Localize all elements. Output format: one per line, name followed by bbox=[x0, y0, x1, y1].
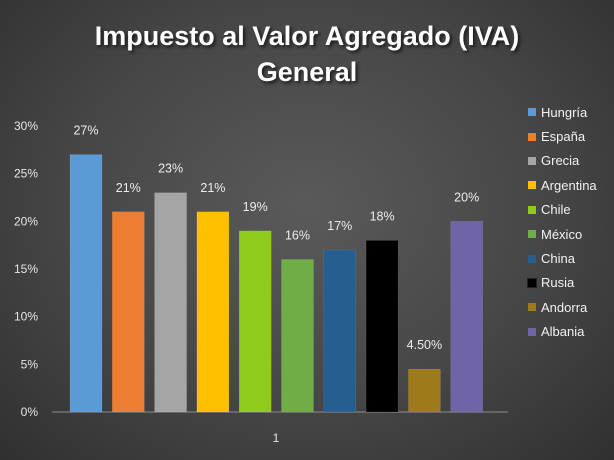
y-tick-label: 0% bbox=[21, 405, 39, 419]
chart-title-line-1: Impuesto al Valor Agregado (IVA) bbox=[94, 21, 520, 51]
legend-label: Andorra bbox=[541, 299, 588, 315]
legend-label: Chile bbox=[541, 202, 571, 218]
legend-item: Albania bbox=[528, 320, 614, 344]
chart-title-line-2: General bbox=[256, 57, 358, 87]
legend-swatch bbox=[528, 132, 536, 141]
legend-label: México bbox=[541, 226, 583, 242]
legend-swatch bbox=[528, 254, 536, 263]
data-label: 18% bbox=[370, 209, 395, 223]
legend-swatch bbox=[528, 156, 536, 165]
bar-españa bbox=[112, 211, 145, 413]
bar-hungría bbox=[69, 154, 103, 413]
legend-label: Albania bbox=[541, 324, 585, 340]
legend-label: Grecia bbox=[541, 153, 580, 169]
legend-swatch bbox=[528, 205, 536, 214]
y-tick-label: 10% bbox=[14, 310, 38, 324]
legend-label: Hungría bbox=[541, 104, 588, 120]
data-label: 19% bbox=[243, 200, 268, 214]
data-label: 27% bbox=[73, 124, 98, 138]
x-tick-label: 1 bbox=[273, 431, 280, 445]
legend-item: Rusia bbox=[527, 271, 614, 295]
y-tick-label: 25% bbox=[14, 167, 38, 181]
data-label: 21% bbox=[200, 181, 225, 195]
y-tick-label: 20% bbox=[14, 214, 38, 228]
legend-item: Hungría bbox=[528, 100, 614, 124]
legend-swatch bbox=[528, 327, 536, 336]
bar-chile bbox=[238, 230, 272, 413]
legend-item: Andorra bbox=[528, 295, 614, 319]
bar-andorra bbox=[408, 368, 441, 413]
legend-swatch bbox=[528, 181, 536, 190]
bar-rusia bbox=[365, 240, 399, 413]
bar-grecia bbox=[154, 192, 187, 413]
legend-swatch bbox=[527, 277, 537, 288]
legend-item: Chile bbox=[528, 198, 614, 222]
y-tick-label: 15% bbox=[14, 262, 38, 276]
bar-argentina bbox=[196, 211, 230, 413]
bar-china bbox=[323, 249, 357, 413]
legend-label: Rusia bbox=[541, 275, 575, 291]
legend-item: China bbox=[528, 246, 614, 270]
legend-label: China bbox=[541, 251, 575, 267]
legend-label: Argentina bbox=[541, 177, 597, 193]
legend-item: España bbox=[528, 124, 614, 148]
legend-item: Argentina bbox=[528, 173, 614, 197]
legend-label: España bbox=[541, 129, 586, 145]
data-label: 4.50% bbox=[407, 338, 442, 352]
data-label: 17% bbox=[327, 219, 352, 233]
y-tick-label: 30% bbox=[14, 119, 38, 133]
legend-swatch bbox=[528, 230, 536, 239]
data-label: 21% bbox=[116, 181, 141, 195]
y-tick-label: 5% bbox=[21, 357, 39, 371]
bar-méxico bbox=[281, 259, 314, 413]
chart-legend: Hungría España Grecia Argentina Chile México C… bbox=[527, 100, 614, 344]
legend-swatch bbox=[528, 303, 536, 312]
bar-albania bbox=[450, 221, 483, 413]
data-label: 20% bbox=[454, 190, 479, 204]
legend-item: Grecia bbox=[528, 149, 614, 173]
legend-swatch bbox=[528, 108, 536, 117]
data-label: 23% bbox=[158, 162, 183, 176]
data-label: 16% bbox=[285, 228, 310, 242]
chart-title: Impuesto al Valor Agregado (IVA) General bbox=[0, 18, 614, 90]
legend-item: México bbox=[528, 222, 614, 246]
